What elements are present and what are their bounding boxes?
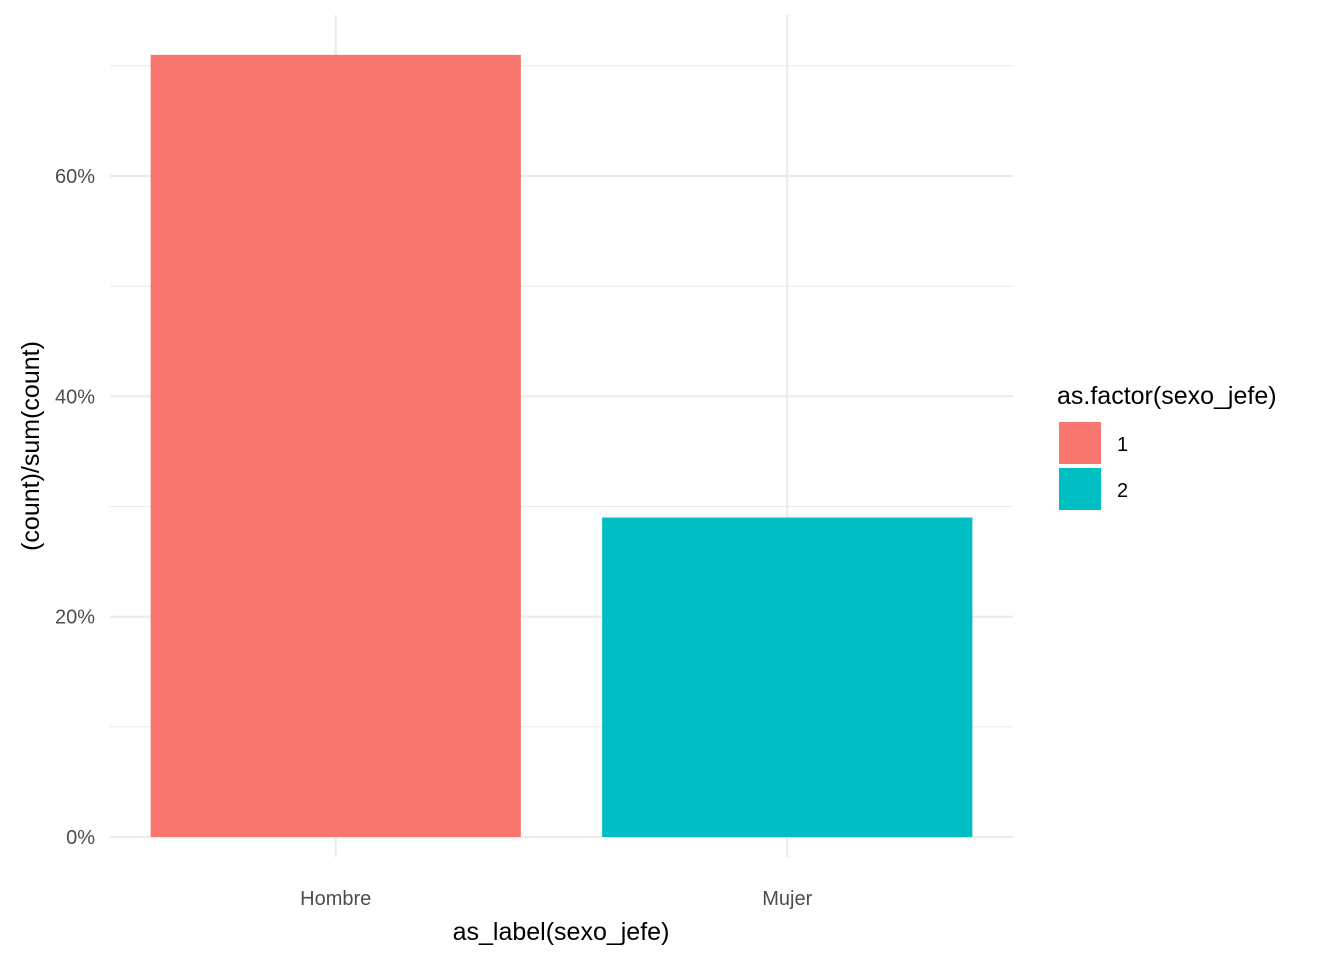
y-tick-label: 0% xyxy=(66,827,95,849)
legend-swatch-1 xyxy=(1059,422,1101,464)
y-tick-label: 60% xyxy=(55,166,95,188)
y-tick-label: 40% xyxy=(55,386,95,408)
legend: as.factor(sexo_jefe) 1 2 xyxy=(1057,382,1277,510)
x-axis-title: as_label(sexo_jefe) xyxy=(453,918,670,946)
y-axis-title: (count)/sum(count) xyxy=(17,341,45,551)
y-tick-labels: 0% 20% 40% 60% xyxy=(55,166,95,849)
x-tick-labels: Hombre Mujer xyxy=(300,888,812,910)
legend-title: as.factor(sexo_jefe) xyxy=(1057,382,1277,410)
x-tick-label: Hombre xyxy=(300,888,371,910)
bars xyxy=(150,54,973,838)
legend-label-1: 1 xyxy=(1117,434,1128,456)
legend-swatch-2 xyxy=(1059,468,1101,510)
bar-mujer xyxy=(602,517,973,837)
x-tick-label: Mujer xyxy=(762,888,812,910)
bar-hombre xyxy=(150,54,521,838)
y-tick-label: 20% xyxy=(55,607,95,629)
legend-label-2: 2 xyxy=(1117,480,1128,502)
